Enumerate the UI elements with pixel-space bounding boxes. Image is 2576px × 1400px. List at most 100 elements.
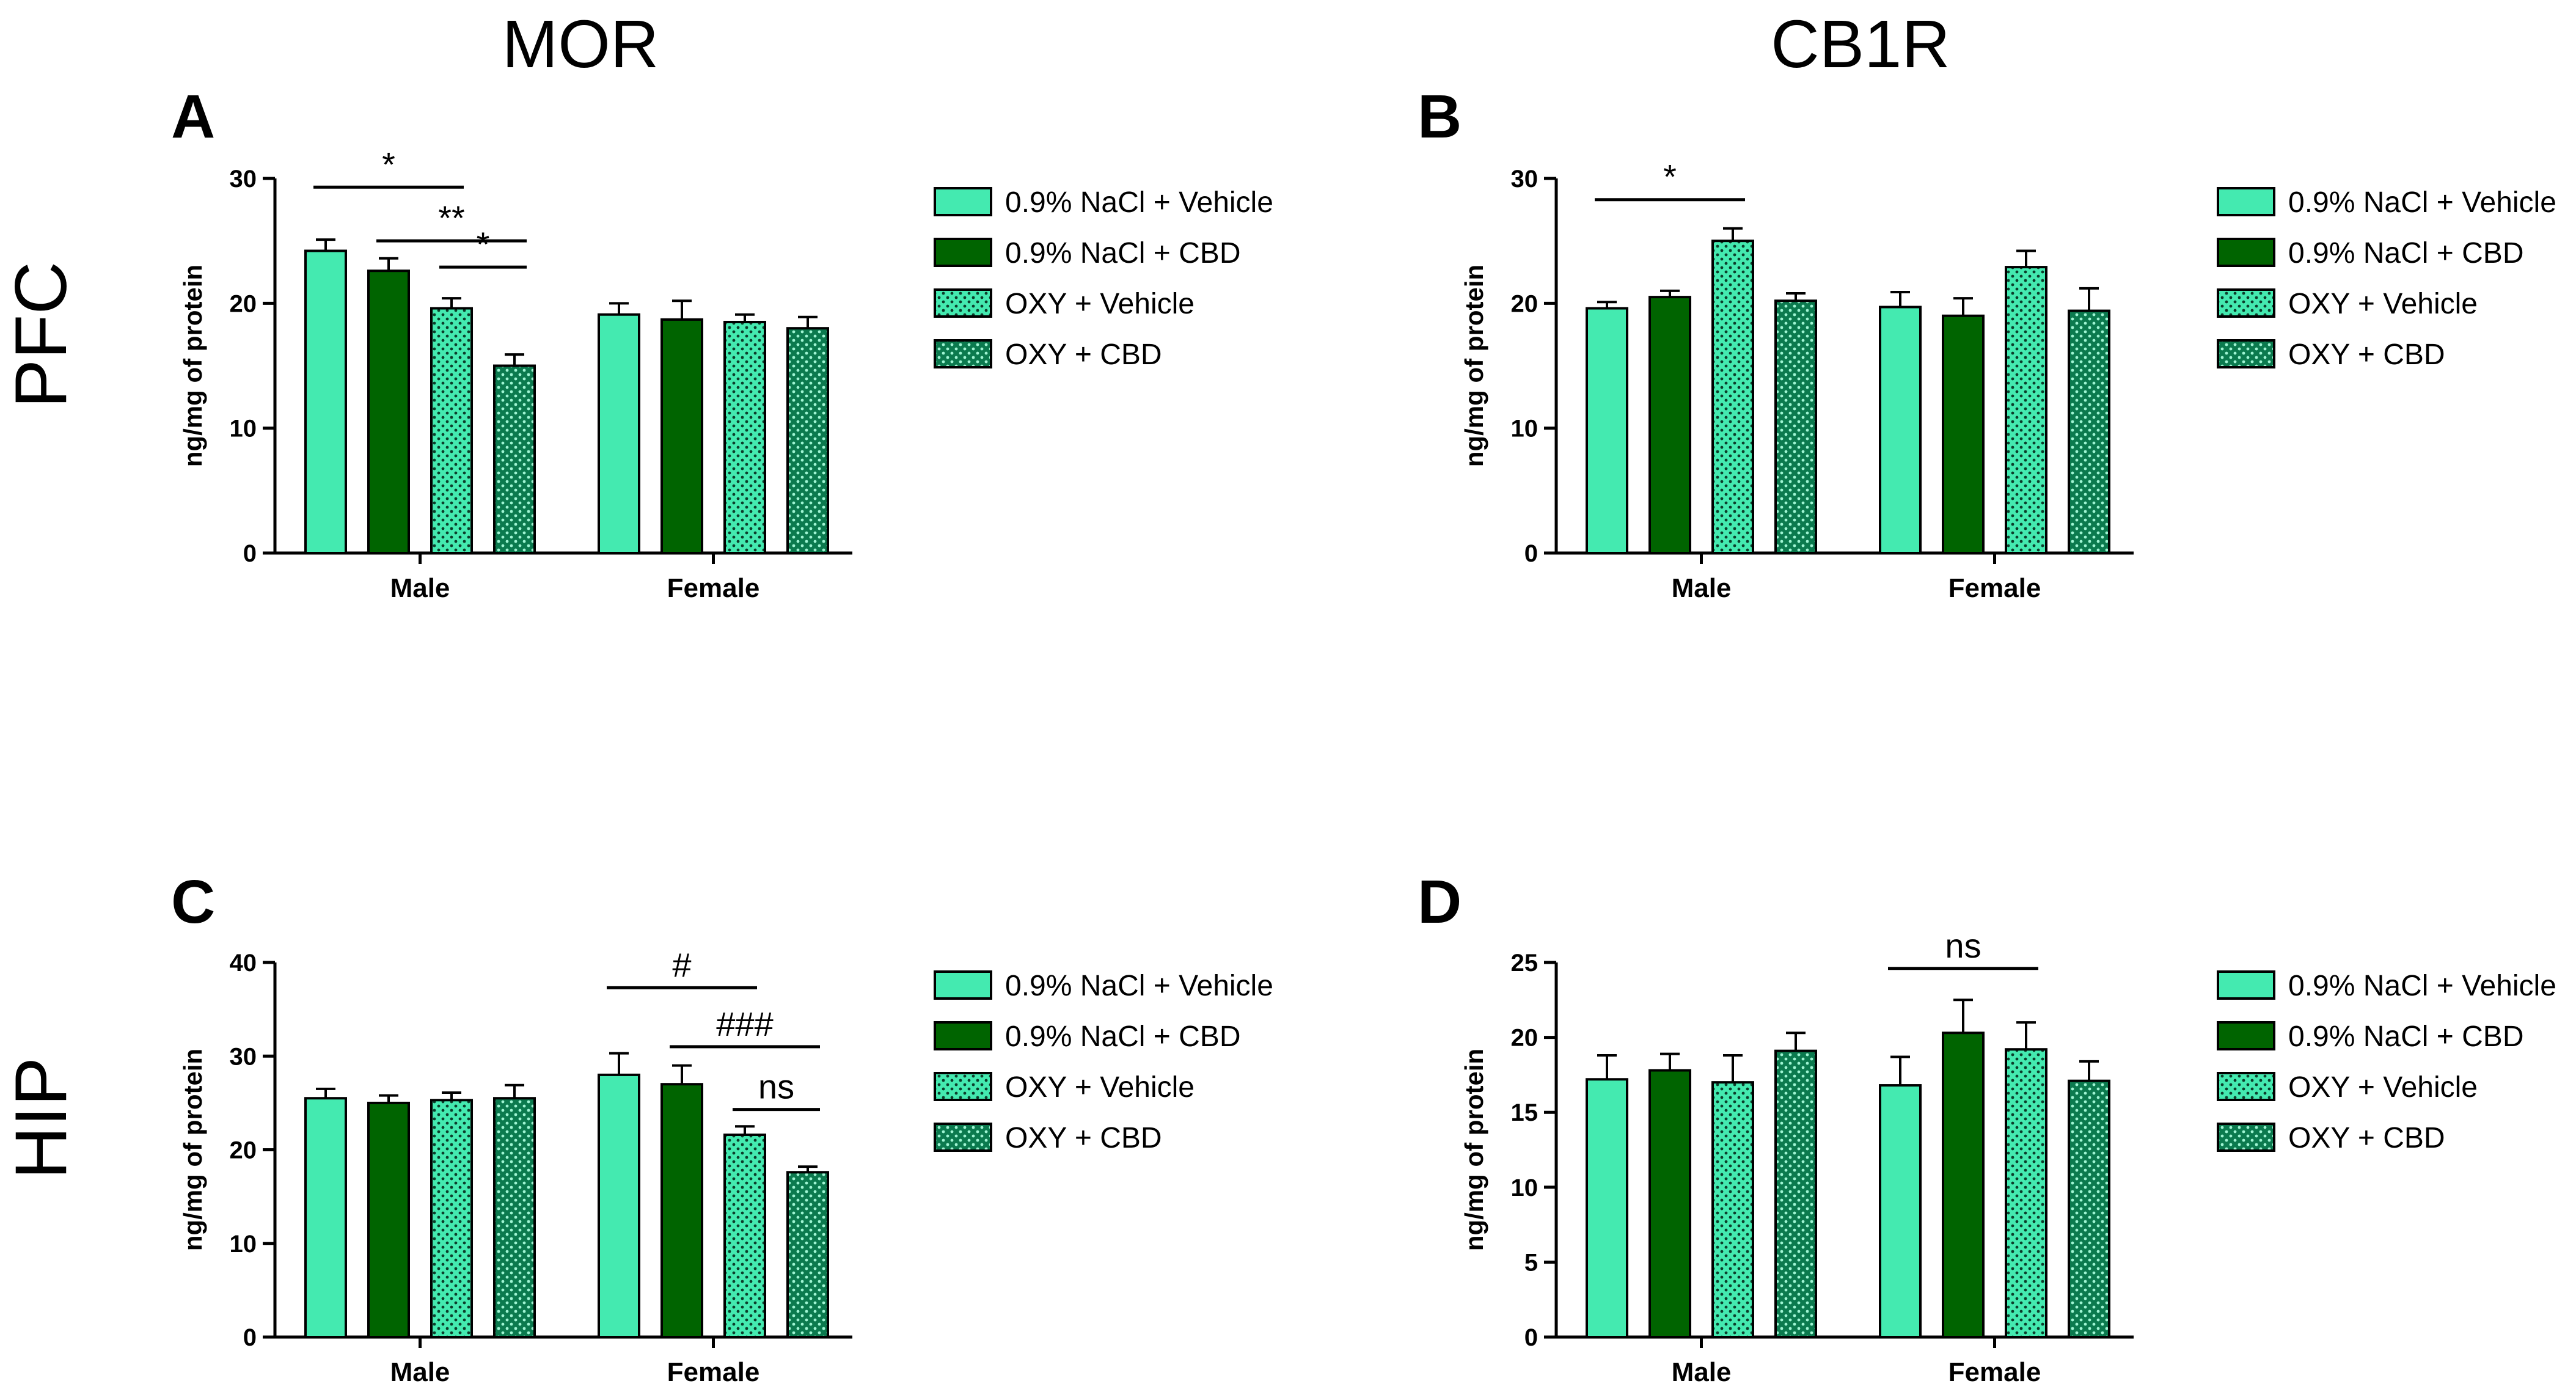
- legend-label: 0.9% NaCl + Vehicle: [2288, 186, 2556, 219]
- category-label: Female: [1948, 573, 2041, 603]
- bar: [1648, 1069, 1691, 1338]
- category-label: Male: [1672, 1357, 1732, 1387]
- y-tick-label: 20: [230, 290, 257, 317]
- legend-swatch: [934, 339, 992, 368]
- bar: [598, 1073, 640, 1339]
- y-tick-label: 30: [1511, 166, 1539, 192]
- column-title-mor: MOR: [502, 7, 659, 82]
- y-tick-label: 10: [1511, 1175, 1539, 1201]
- significance-label: *: [477, 225, 490, 263]
- legend-swatch: [2217, 238, 2275, 267]
- y-tick-label: 20: [1511, 290, 1539, 317]
- y-tick-label: 30: [230, 1043, 257, 1070]
- legend-label: OXY + Vehicle: [1005, 288, 1195, 320]
- y-axis-label: ng/mg of protein: [178, 265, 207, 467]
- y-axis-label: ng/mg of protein: [1460, 265, 1488, 467]
- y-tick-label: 25: [1511, 950, 1539, 977]
- legend-label: 0.9% NaCl + CBD: [2288, 1021, 2523, 1053]
- significance-label: *: [1663, 158, 1677, 196]
- bar: [660, 1083, 703, 1338]
- legend-swatch: [2217, 187, 2275, 216]
- y-tick-label: 20: [1511, 1025, 1539, 1052]
- significance-label: *: [382, 145, 395, 183]
- bar: [367, 1101, 410, 1338]
- category-label: Female: [667, 1357, 760, 1387]
- bar: [1711, 240, 1754, 554]
- legend-swatch: [934, 1021, 992, 1050]
- significance-label: **: [438, 199, 465, 237]
- bar: [786, 1171, 829, 1339]
- legend-label: OXY + CBD: [1005, 339, 1162, 371]
- bar: [1879, 306, 1922, 554]
- panel-letter: A: [171, 82, 215, 151]
- y-tick-label: 20: [230, 1137, 257, 1164]
- bar: [723, 1133, 766, 1338]
- significance-label: ###: [716, 1005, 773, 1043]
- y-tick-label: 10: [230, 416, 257, 442]
- bar: [1648, 296, 1691, 554]
- significance-label: #: [672, 945, 691, 984]
- category-label: Male: [1672, 573, 1732, 603]
- legend-swatch: [2217, 970, 2275, 1000]
- y-tick-label: 0: [243, 1324, 257, 1351]
- legend-label: OXY + CBD: [2288, 1122, 2445, 1154]
- panel-letter: D: [1418, 868, 1462, 936]
- row-title-pfc: PFC: [0, 262, 82, 408]
- legend-label: 0.9% NaCl + Vehicle: [2288, 970, 2556, 1002]
- y-tick-label: 0: [243, 540, 257, 567]
- bar: [367, 269, 410, 554]
- bar: [1586, 307, 1628, 554]
- bar: [1879, 1084, 1922, 1338]
- legend-swatch: [934, 1123, 992, 1152]
- legend-swatch: [934, 1072, 992, 1101]
- bar: [1942, 1032, 1985, 1339]
- legend-label: OXY + Vehicle: [2288, 1071, 2478, 1104]
- legend-swatch: [934, 187, 992, 216]
- y-axis-label: ng/mg of protein: [1460, 1049, 1488, 1251]
- bar: [1774, 1049, 1817, 1338]
- legend-label: OXY + Vehicle: [2288, 288, 2478, 320]
- panel-letter: B: [1418, 82, 1462, 151]
- panel-letter: C: [171, 868, 215, 936]
- y-tick-label: 0: [1524, 1324, 1538, 1351]
- y-tick-label: 40: [230, 950, 257, 977]
- bar: [1711, 1081, 1754, 1339]
- bar: [786, 327, 829, 554]
- panel-d: D 0 5 10 15 20 25 ng/mg of protein Male Female ns 0…: [1418, 868, 2556, 1387]
- significance-label: ns: [758, 1068, 794, 1106]
- legend-swatch: [2217, 339, 2275, 368]
- y-tick-label: 15: [1511, 1099, 1539, 1126]
- panel-b: B 0 10 20 30 ng/mg of protein Male Female * 0.9% …: [1418, 82, 2556, 603]
- bar: [2005, 1048, 2047, 1338]
- bar: [304, 249, 347, 554]
- significance-label: ns: [1945, 926, 1981, 965]
- category-label: Female: [1948, 1357, 2041, 1387]
- bar: [2068, 1079, 2110, 1338]
- legend-label: 0.9% NaCl + CBD: [1005, 1021, 1240, 1053]
- category-label: Male: [390, 573, 450, 603]
- y-tick-label: 10: [1511, 416, 1539, 442]
- bar: [493, 364, 536, 554]
- legend-label: OXY + CBD: [2288, 339, 2445, 371]
- bar: [723, 320, 766, 554]
- legend-swatch: [934, 970, 992, 1000]
- y-tick-label: 30: [230, 166, 257, 192]
- legend-label: 0.9% NaCl + Vehicle: [1005, 970, 1273, 1002]
- legend-label: OXY + CBD: [1005, 1122, 1162, 1154]
- legend-label: 0.9% NaCl + Vehicle: [1005, 186, 1273, 219]
- column-title-cb1r: CB1R: [1771, 7, 1950, 82]
- bar: [304, 1097, 347, 1339]
- legend-swatch: [2217, 1021, 2275, 1050]
- bar: [430, 307, 473, 554]
- legend-label: 0.9% NaCl + CBD: [1005, 237, 1240, 269]
- legend-swatch: [2217, 1072, 2275, 1101]
- bar: [1586, 1078, 1628, 1338]
- bar: [2068, 309, 2110, 554]
- legend-swatch: [934, 288, 992, 318]
- y-tick-label: 5: [1524, 1249, 1538, 1276]
- legend-swatch: [2217, 1123, 2275, 1152]
- bar: [1774, 299, 1817, 554]
